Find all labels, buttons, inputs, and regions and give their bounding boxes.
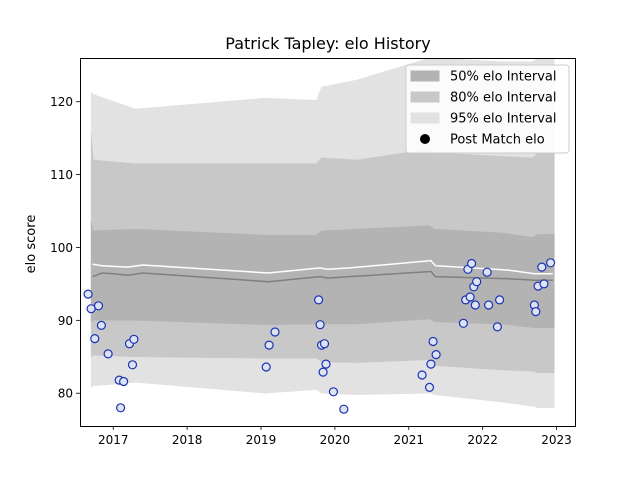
legend-label: 95% elo Interval	[450, 112, 557, 127]
post-match-point	[531, 307, 541, 317]
band-50-interval-band	[90, 221, 555, 328]
post-match-point	[127, 360, 138, 370]
x-tick-label: 2020	[320, 433, 351, 447]
legend-label: 50% elo Interval	[450, 70, 557, 85]
post-match-point	[467, 258, 477, 269]
post-match-point	[315, 320, 325, 330]
elo-lines	[92, 259, 553, 283]
post-match-point	[319, 339, 330, 349]
post-match-point	[83, 289, 93, 299]
post-match-point	[470, 300, 480, 310]
y-tick-label: 80	[58, 387, 73, 401]
post-match-point	[465, 292, 475, 302]
post-match-point	[96, 320, 107, 330]
median-line	[92, 270, 553, 283]
mean-line	[92, 259, 553, 275]
x-axis: 2017 2018 2019 2020 2021 2022 2023	[98, 426, 572, 447]
legend-swatch	[410, 112, 440, 124]
post-match-point	[115, 403, 126, 413]
post-match-point	[495, 295, 505, 305]
plot-frame	[80, 58, 576, 427]
y-axis: 80 90 100 110 120	[50, 95, 80, 401]
x-tick-label: 2023	[541, 433, 572, 447]
x-tick-label: 2022	[467, 433, 498, 447]
post-match-point	[417, 370, 427, 380]
post-match-point	[458, 318, 468, 328]
post-match-point	[103, 349, 113, 359]
x-tick-label: 2018	[172, 433, 203, 447]
post-match-point	[484, 300, 494, 310]
post-match-point	[328, 387, 338, 397]
post-match-point	[90, 334, 100, 344]
post-match-points	[83, 258, 556, 414]
legend-label: Post Match elo	[450, 133, 545, 148]
legend: 50% elo Interval 80% elo Interval 95% elo …	[405, 64, 570, 154]
legend-swatch	[410, 91, 440, 103]
y-tick-label: 100	[50, 241, 73, 255]
post-match-point	[339, 404, 349, 414]
post-match-point	[426, 359, 436, 369]
x-tick-label: 2019	[246, 433, 277, 447]
post-match-point	[270, 327, 280, 337]
post-match-point	[261, 362, 271, 372]
legend-frame	[405, 64, 570, 154]
post-match-point	[537, 262, 547, 272]
post-match-point	[431, 350, 441, 360]
chart-title: Patrick Tapley: elo History	[225, 34, 430, 53]
post-match-point	[118, 376, 129, 387]
y-tick-label: 110	[50, 168, 73, 182]
y-axis-label: elo score	[24, 215, 39, 274]
post-match-point	[539, 279, 549, 289]
post-match-point	[492, 322, 502, 332]
x-tick-label: 2017	[98, 433, 129, 447]
y-tick-label: 90	[58, 314, 73, 328]
post-match-point	[321, 359, 331, 369]
post-match-point	[545, 258, 556, 268]
legend-marker	[420, 134, 430, 144]
post-match-point	[472, 277, 482, 287]
x-tick-label: 2021	[393, 433, 424, 447]
post-match-point	[314, 295, 324, 305]
legend-swatch	[410, 70, 440, 82]
post-match-point	[93, 301, 104, 311]
y-tick-label: 120	[50, 95, 73, 109]
post-match-point	[428, 336, 438, 347]
post-match-point	[482, 267, 492, 277]
post-match-point	[424, 382, 435, 392]
legend-label: 80% elo Interval	[450, 91, 557, 106]
post-match-point	[129, 334, 139, 344]
post-match-point	[318, 367, 328, 377]
post-match-point	[86, 304, 96, 314]
post-match-point	[264, 340, 274, 350]
